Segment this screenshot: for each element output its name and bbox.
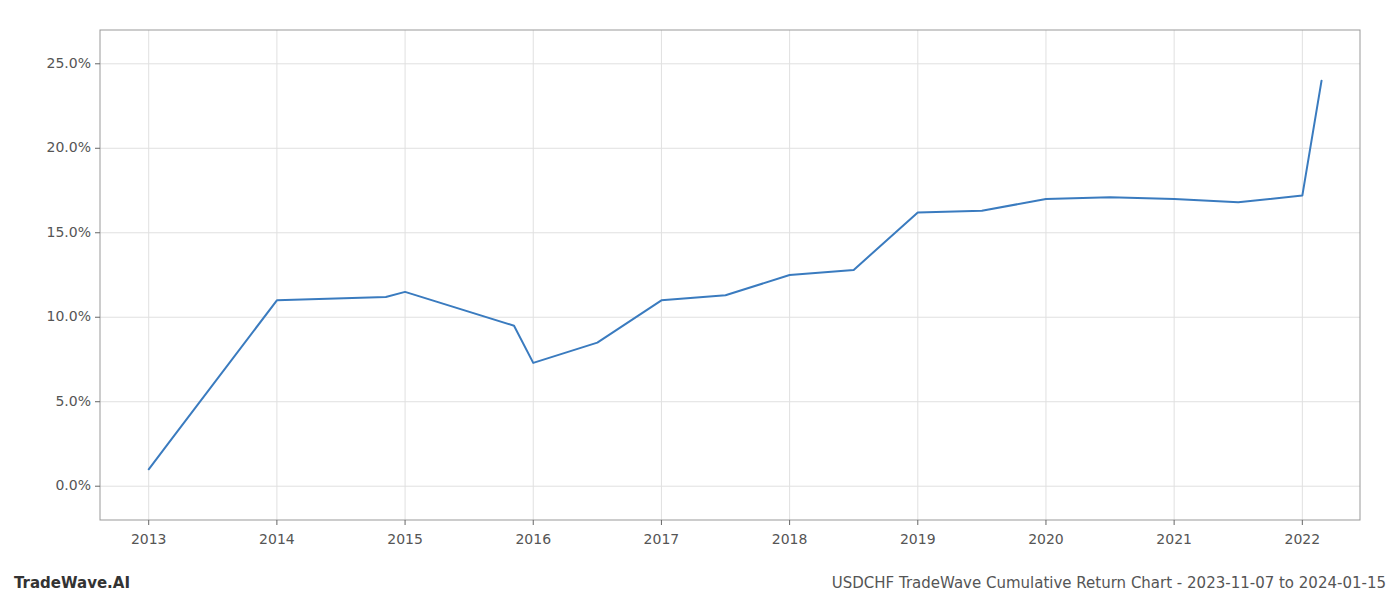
x-tick-label: 2014	[259, 531, 295, 547]
x-tick-label: 2015	[387, 531, 423, 547]
x-tick-label: 2017	[644, 531, 680, 547]
x-grid-line	[405, 30, 406, 520]
x-tick	[533, 520, 534, 525]
axes: 0.0% 5.0% 10.0% 15.0% 20.0% 25.0% 2013 2014 2015…	[47, 55, 1321, 547]
plot-frame	[100, 30, 1360, 520]
y-tick	[95, 63, 100, 64]
x-grid-line	[148, 30, 149, 520]
y-tick	[95, 148, 100, 149]
x-tick-label: 2021	[1156, 531, 1192, 547]
x-tick	[1302, 520, 1303, 525]
y-tick-label: 15.0%	[47, 224, 91, 240]
x-grid-line	[1174, 30, 1175, 520]
x-tick	[1045, 520, 1046, 525]
footer: TradeWave.AI USDCHF TradeWave Cumulative …	[14, 574, 1386, 592]
y-tick	[95, 486, 100, 487]
x-tick	[1174, 520, 1175, 525]
grid	[100, 30, 1360, 520]
footer-right: USDCHF TradeWave Cumulative Return Chart…	[832, 574, 1386, 592]
x-tick-label: 2022	[1284, 531, 1320, 547]
x-grid-line	[533, 30, 534, 520]
y-tick	[95, 401, 100, 402]
y-grid-line	[100, 401, 1360, 402]
data	[149, 81, 1322, 470]
x-grid-line	[1045, 30, 1046, 520]
y-grid-line	[100, 232, 1360, 233]
y-tick-label: 25.0%	[47, 55, 91, 71]
x-tick	[917, 520, 918, 525]
x-tick-label: 2019	[900, 531, 936, 547]
x-tick-label: 2013	[131, 531, 167, 547]
y-tick	[95, 232, 100, 233]
x-grid-line	[276, 30, 277, 520]
x-tick	[789, 520, 790, 525]
page: {"chart_data": { "type": "line", "x": [2…	[0, 0, 1400, 600]
y-grid-line	[100, 63, 1360, 64]
x-tick	[405, 520, 406, 525]
x-grid-line	[1302, 30, 1303, 520]
y-tick-label: 0.0%	[55, 477, 91, 493]
line	[149, 81, 1322, 470]
x-tick-label: 2020	[1028, 531, 1064, 547]
x-grid-line	[661, 30, 662, 520]
y-grid-line	[100, 317, 1360, 318]
y-grid-line	[100, 148, 1360, 149]
y-tick	[95, 317, 100, 318]
chart: 0.0% 5.0% 10.0% 15.0% 20.0% 25.0% 2013 2014 2015…	[0, 0, 1400, 600]
y-tick-label: 5.0%	[55, 393, 91, 409]
y-tick-label: 10.0%	[47, 308, 91, 324]
y-tick-label: 20.0%	[47, 139, 91, 155]
footer-left: TradeWave.AI	[14, 574, 130, 592]
x-grid-line	[917, 30, 918, 520]
x-tick-label: 2016	[515, 531, 551, 547]
x-tick-label: 2018	[772, 531, 808, 547]
x-tick	[148, 520, 149, 525]
x-tick	[661, 520, 662, 525]
y-grid-line	[100, 486, 1360, 487]
x-tick	[276, 520, 277, 525]
